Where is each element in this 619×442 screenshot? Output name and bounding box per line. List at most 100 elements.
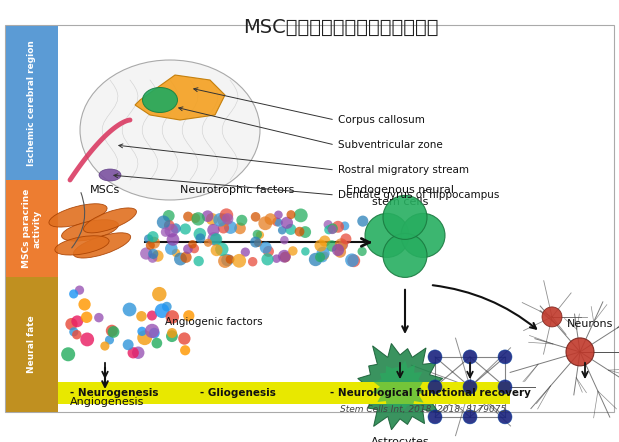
Circle shape <box>165 242 178 255</box>
Circle shape <box>123 303 136 316</box>
Circle shape <box>224 221 237 234</box>
Circle shape <box>206 213 218 225</box>
Circle shape <box>332 221 344 233</box>
Circle shape <box>280 236 288 244</box>
Bar <box>58 382 510 404</box>
Bar <box>5 25 614 412</box>
Text: Angiogenesis: Angiogenesis <box>70 397 144 407</box>
Circle shape <box>281 217 293 229</box>
Circle shape <box>183 244 193 254</box>
Circle shape <box>123 339 134 350</box>
Circle shape <box>157 215 170 229</box>
Polygon shape <box>352 343 446 430</box>
Circle shape <box>260 242 272 254</box>
Circle shape <box>324 220 332 229</box>
Circle shape <box>180 251 192 263</box>
Circle shape <box>152 250 163 262</box>
Circle shape <box>180 223 191 235</box>
Circle shape <box>358 247 366 256</box>
Circle shape <box>204 239 212 247</box>
Circle shape <box>327 225 337 234</box>
Circle shape <box>147 311 157 320</box>
Circle shape <box>428 380 442 394</box>
Circle shape <box>217 213 230 227</box>
Circle shape <box>357 216 368 227</box>
Text: Stem Cells Int, 2018. 2018: 8179075.: Stem Cells Int, 2018. 2018: 8179075. <box>340 405 509 414</box>
Text: Rostral migratory stream: Rostral migratory stream <box>338 165 469 175</box>
Circle shape <box>71 316 83 327</box>
Ellipse shape <box>55 236 109 255</box>
Circle shape <box>194 256 204 266</box>
Circle shape <box>144 234 154 244</box>
Circle shape <box>278 226 287 234</box>
Circle shape <box>263 246 274 257</box>
Circle shape <box>463 350 477 364</box>
Circle shape <box>327 223 338 234</box>
Circle shape <box>258 217 272 230</box>
Circle shape <box>155 304 170 318</box>
Circle shape <box>81 312 92 323</box>
Text: MSC治疗缺血性中风的机制示意图: MSC治疗缺血性中风的机制示意图 <box>243 18 438 37</box>
Circle shape <box>321 251 329 260</box>
Circle shape <box>254 239 262 247</box>
Circle shape <box>165 310 179 324</box>
Circle shape <box>566 338 594 366</box>
Circle shape <box>167 328 177 338</box>
Circle shape <box>210 244 223 256</box>
Circle shape <box>174 252 187 266</box>
Circle shape <box>340 233 352 244</box>
Circle shape <box>72 330 82 339</box>
Circle shape <box>463 380 477 394</box>
Circle shape <box>542 307 562 327</box>
Circle shape <box>146 241 155 250</box>
Circle shape <box>105 335 114 344</box>
Text: - Neurogenesis: - Neurogenesis <box>70 388 158 398</box>
Circle shape <box>272 217 281 226</box>
Text: Corpus callosum: Corpus callosum <box>338 115 425 125</box>
Text: MSCs: MSCs <box>90 185 120 195</box>
Ellipse shape <box>80 60 260 200</box>
Circle shape <box>191 213 200 223</box>
Circle shape <box>300 226 311 238</box>
Circle shape <box>178 332 191 345</box>
Circle shape <box>338 240 348 250</box>
Text: Angiogenic factors: Angiogenic factors <box>165 317 262 327</box>
Circle shape <box>161 227 170 237</box>
Circle shape <box>234 222 246 234</box>
Circle shape <box>295 227 305 236</box>
Circle shape <box>264 213 276 225</box>
Circle shape <box>383 195 427 240</box>
Circle shape <box>218 222 229 233</box>
Ellipse shape <box>84 208 136 233</box>
Circle shape <box>226 255 235 264</box>
Circle shape <box>287 210 295 219</box>
Circle shape <box>66 318 77 330</box>
Circle shape <box>347 254 360 267</box>
Text: Astrocytes: Astrocytes <box>371 437 430 442</box>
Circle shape <box>334 246 346 258</box>
Circle shape <box>108 326 119 338</box>
Ellipse shape <box>73 233 131 258</box>
Circle shape <box>251 212 261 222</box>
Circle shape <box>210 233 222 245</box>
Circle shape <box>79 298 91 311</box>
Circle shape <box>463 410 477 424</box>
Text: Neural fate: Neural fate <box>27 316 37 373</box>
Text: MSCs paracrine
activity: MSCs paracrine activity <box>22 189 41 268</box>
Circle shape <box>147 231 158 242</box>
Circle shape <box>236 215 248 226</box>
Circle shape <box>301 247 310 255</box>
Circle shape <box>80 332 94 347</box>
Circle shape <box>132 347 144 359</box>
Circle shape <box>274 218 283 227</box>
Circle shape <box>248 257 258 267</box>
Circle shape <box>253 230 262 239</box>
Circle shape <box>332 244 344 256</box>
Circle shape <box>137 327 147 336</box>
Circle shape <box>315 252 325 262</box>
Ellipse shape <box>49 204 107 227</box>
Polygon shape <box>371 360 424 410</box>
Circle shape <box>152 338 162 348</box>
Bar <box>6 180 58 277</box>
Circle shape <box>280 251 291 263</box>
